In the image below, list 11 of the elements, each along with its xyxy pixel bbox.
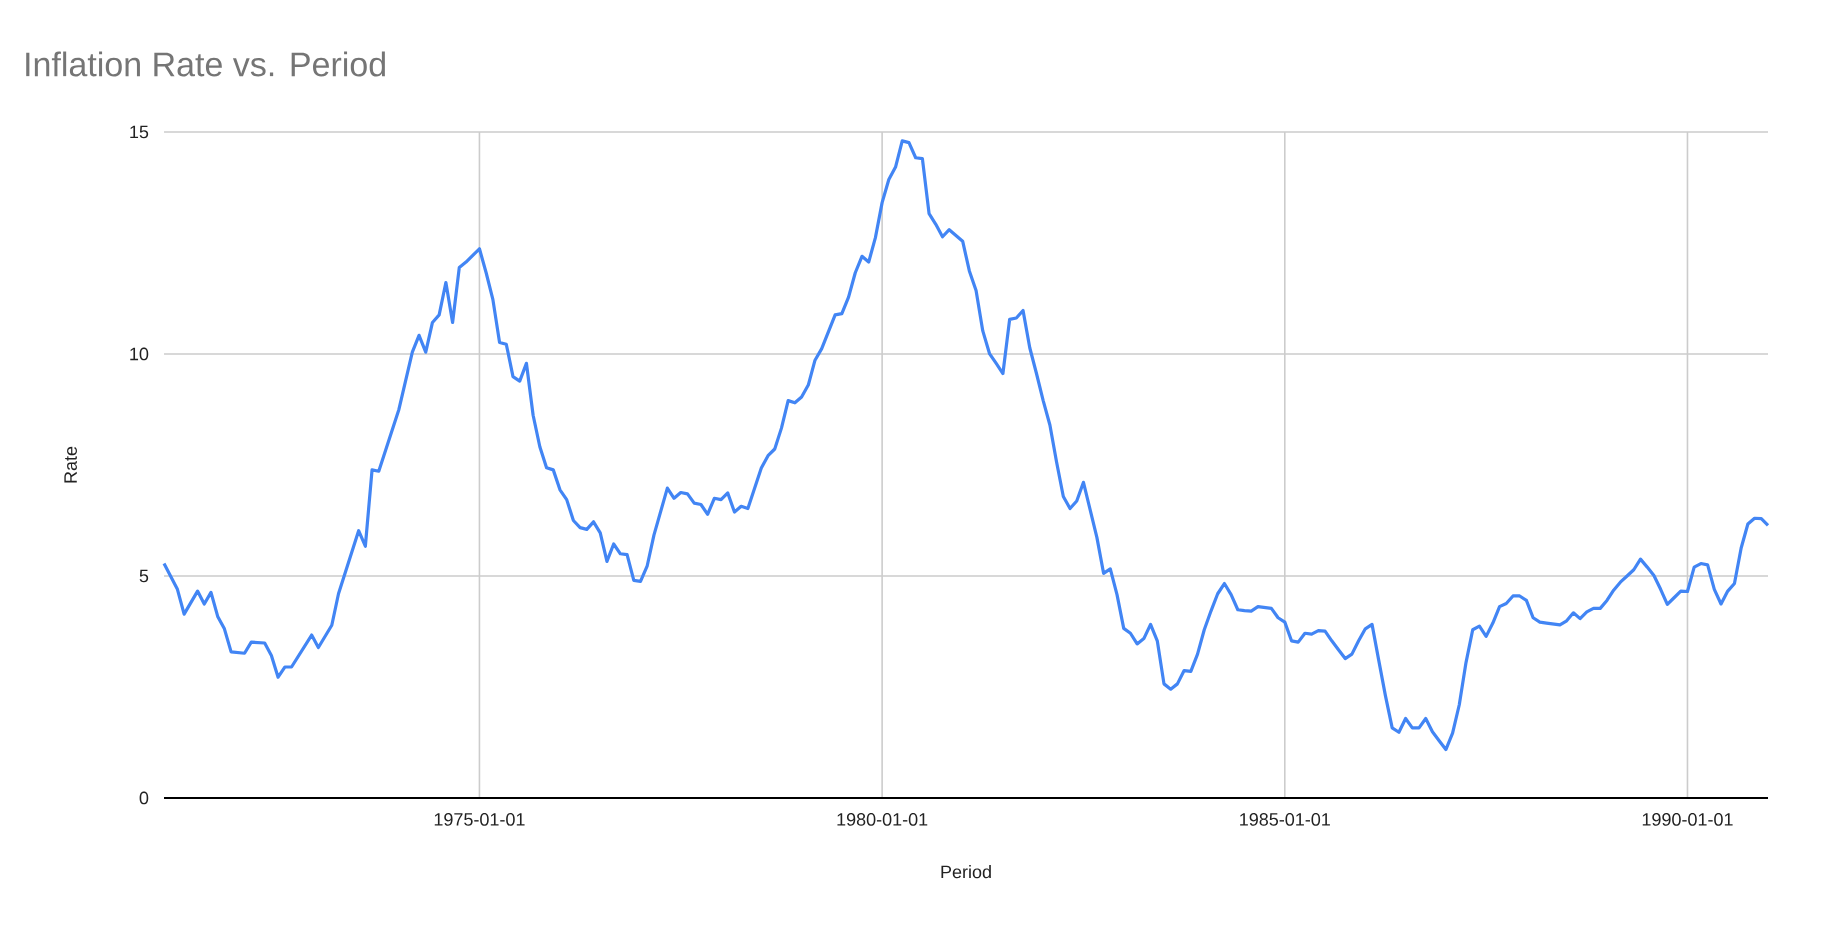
y-axis-title: Rate [64,446,77,483]
x-tick-label: 1990-01-01 [1642,813,1733,826]
x-tick-label: 1985-01-01 [1240,813,1330,826]
x-axis-title: Period [941,865,991,879]
chart-title: Inflation Rate vs. Period [26,51,385,77]
x-tick-label: 1975-01-01 [434,813,525,826]
y-tick-label: 5 [139,569,149,583]
y-tick-label: 10 [130,347,149,361]
y-tick-label: 15 [130,125,149,139]
x-tick-label: 1980-01-01 [837,813,928,826]
y-tick-label: 0 [139,791,149,805]
